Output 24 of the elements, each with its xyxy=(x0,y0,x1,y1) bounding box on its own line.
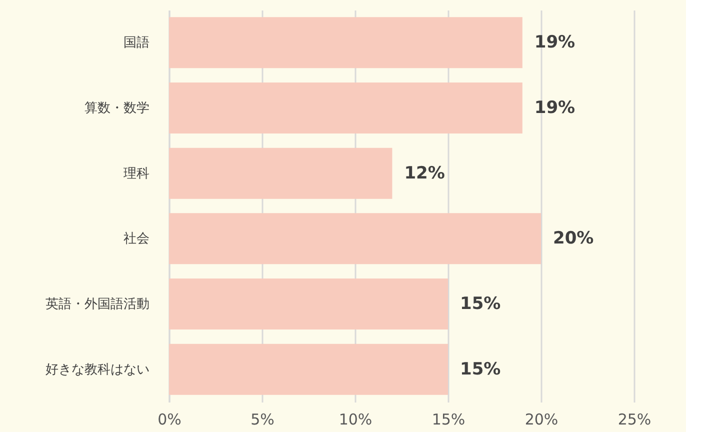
x-tick-label: 10% xyxy=(338,410,372,428)
y-tick-label: 理科 xyxy=(124,166,150,182)
x-tick-label: 15% xyxy=(432,410,466,428)
x-tick-label: 0% xyxy=(158,410,182,428)
data-label: 15% xyxy=(460,294,501,314)
x-tick-label: 5% xyxy=(250,410,274,428)
bar xyxy=(169,213,541,264)
y-tick-label: 算数・数学 xyxy=(84,101,150,116)
y-tick-label: 国語 xyxy=(124,36,150,51)
data-label: 19% xyxy=(534,32,576,53)
data-label: 12% xyxy=(404,163,445,184)
bar xyxy=(169,17,522,68)
bar xyxy=(169,148,392,199)
bar xyxy=(169,344,448,395)
x-tick-label: 20% xyxy=(524,410,558,428)
data-label: 20% xyxy=(553,228,594,249)
x-tick-label: 25% xyxy=(618,410,652,428)
y-tick-label: 社会 xyxy=(124,232,150,247)
bar xyxy=(169,82,522,134)
data-label: 19% xyxy=(534,98,576,118)
y-tick-label: 好きな教科はない xyxy=(46,362,150,378)
bar xyxy=(169,278,448,330)
y-tick-label: 英語・外国語活動 xyxy=(46,297,150,312)
data-label: 15% xyxy=(460,359,501,380)
